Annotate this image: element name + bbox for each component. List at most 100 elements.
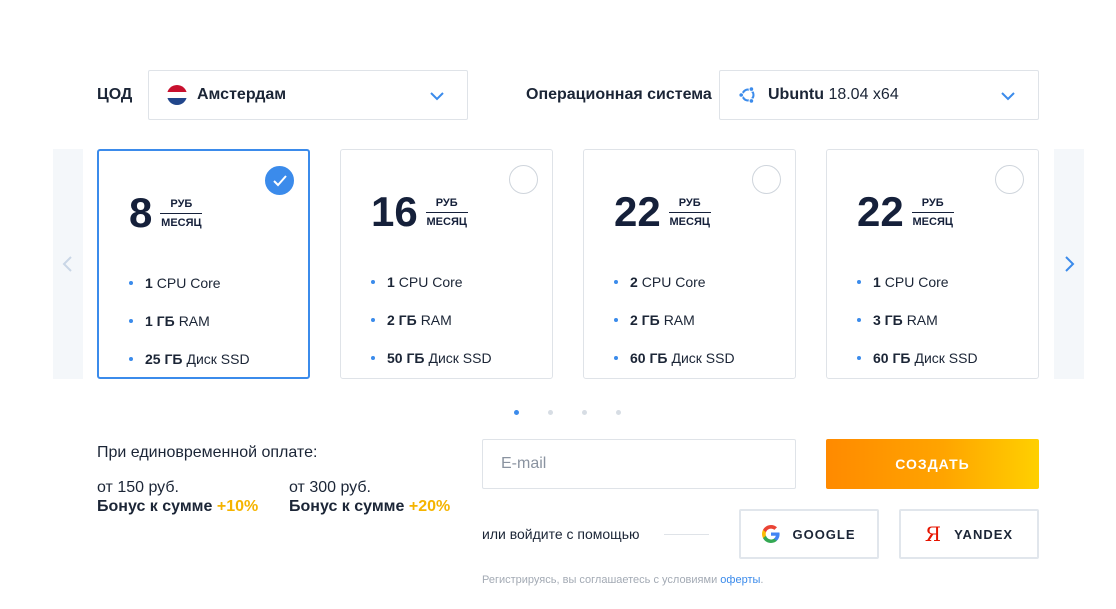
chevron-right-icon[interactable] xyxy=(1061,255,1077,273)
chevron-down-icon xyxy=(430,92,444,101)
terms-link[interactable]: оферты xyxy=(720,574,761,586)
bullet-icon xyxy=(857,318,861,322)
pagination-dot[interactable] xyxy=(548,410,553,415)
spec-item: 1 ГБ RAM xyxy=(129,302,250,340)
plan-card[interactable]: 22 РУБ МЕСЯЦ 1 CPU Core 3 ГБ RAM 60 ГБ Диск SSD xyxy=(826,149,1039,379)
bonus-tier: от 150 руб. Бонус к сумме +10% xyxy=(97,478,258,516)
bullet-icon xyxy=(371,280,375,284)
plan-card[interactable]: 8 РУБ МЕСЯЦ 1 CPU Core 1 ГБ RAM 25 ГБ Диск SSD xyxy=(97,149,310,379)
plan-price: 16 РУБ МЕСЯЦ xyxy=(371,188,468,236)
bullet-icon xyxy=(129,357,133,361)
bonus-threshold: от 150 руб. xyxy=(97,479,179,496)
spec-item: 2 ГБ RAM xyxy=(614,301,735,339)
plan-specs: 1 CPU Core 3 ГБ RAM 60 ГБ Диск SSD xyxy=(857,263,978,377)
pagination-dot[interactable] xyxy=(616,410,621,415)
spec-value: 2 ГБ xyxy=(387,312,417,328)
bullet-icon xyxy=(857,280,861,284)
radio-checked-icon[interactable] xyxy=(265,166,294,195)
price-currency: РУБ xyxy=(425,196,468,213)
bullet-icon xyxy=(371,318,375,322)
bullet-icon xyxy=(614,280,618,284)
chevron-left-icon[interactable] xyxy=(60,255,76,273)
spec-item: 1 CPU Core xyxy=(129,264,250,302)
spec-label: CPU Core xyxy=(398,274,463,290)
price-unit: РУБ МЕСЯЦ xyxy=(911,196,954,229)
bullet-icon xyxy=(614,318,618,322)
spec-label: RAM xyxy=(663,312,695,328)
spec-value: 25 ГБ xyxy=(145,351,183,367)
carousel-right-strip xyxy=(1054,149,1084,379)
radio-empty-icon[interactable] xyxy=(752,165,781,194)
spec-value: 60 ГБ xyxy=(630,350,668,366)
plan-card[interactable]: 22 РУБ МЕСЯЦ 2 CPU Core 2 ГБ RAM 60 ГБ Диск SSD xyxy=(583,149,796,379)
price-unit: РУБ МЕСЯЦ xyxy=(160,197,203,230)
chevron-down-icon xyxy=(1001,92,1015,101)
social-login-label: или войдите с помощью xyxy=(482,526,640,542)
terms-label: Регистрируясь, вы соглашаетесь с условия… xyxy=(482,574,718,586)
spec-label: RAM xyxy=(178,313,210,329)
bonus-label: Бонус к сумме xyxy=(97,498,213,515)
bonus-threshold: от 300 руб. xyxy=(289,479,371,496)
bullet-icon xyxy=(857,356,861,360)
plan-specs: 2 CPU Core 2 ГБ RAM 60 ГБ Диск SSD xyxy=(614,263,735,377)
datacenter-select[interactable]: Амстердам xyxy=(148,70,468,120)
pagination-dot[interactable] xyxy=(582,410,587,415)
price-period: МЕСЯЦ xyxy=(426,215,467,228)
plan-price: 22 РУБ МЕСЯЦ xyxy=(857,188,954,236)
price-currency: РУБ xyxy=(911,196,954,213)
radio-empty-icon[interactable] xyxy=(509,165,538,194)
price-amount: 8 xyxy=(129,189,153,236)
google-login-button[interactable]: GOOGLE xyxy=(739,509,879,559)
bonus-title: При единовременной оплате: xyxy=(97,444,318,461)
divider xyxy=(664,534,709,535)
price-period: МЕСЯЦ xyxy=(161,216,202,229)
price-amount: 22 xyxy=(857,188,904,235)
pagination-dot[interactable] xyxy=(514,410,519,415)
google-label: GOOGLE xyxy=(792,526,856,542)
spec-value: 2 ГБ xyxy=(630,312,660,328)
os-label: Операционная система xyxy=(526,86,712,103)
bullet-icon xyxy=(614,356,618,360)
spec-item: 60 ГБ Диск SSD xyxy=(614,339,735,377)
price-unit: РУБ МЕСЯЦ xyxy=(668,196,711,229)
ubuntu-icon xyxy=(738,86,755,104)
spec-item: 3 ГБ RAM xyxy=(857,301,978,339)
spec-item: 1 CPU Core xyxy=(371,263,492,301)
bullet-icon xyxy=(371,356,375,360)
carousel-left-strip xyxy=(53,149,83,379)
spec-label: CPU Core xyxy=(641,274,706,290)
bonus-tier: от 300 руб. Бонус к сумме +20% xyxy=(289,478,450,516)
bonus-label: Бонус к сумме xyxy=(289,498,405,515)
spec-label: Диск SSD xyxy=(914,350,978,366)
terms-end: . xyxy=(760,574,764,586)
spec-label: RAM xyxy=(420,312,452,328)
check-icon xyxy=(273,175,287,187)
plan-card[interactable]: 16 РУБ МЕСЯЦ 1 CPU Core 2 ГБ RAM 50 ГБ Диск SSD xyxy=(340,149,553,379)
spec-value: 1 xyxy=(145,275,153,291)
price-unit: РУБ МЕСЯЦ xyxy=(425,196,468,229)
spec-item: 60 ГБ Диск SSD xyxy=(857,339,978,377)
spec-value: 3 ГБ xyxy=(873,312,903,328)
spec-value: 1 xyxy=(873,274,881,290)
spec-value: 1 xyxy=(387,274,395,290)
os-value: Ubuntu 18.04 x64 xyxy=(768,86,899,103)
spec-label: Диск SSD xyxy=(428,350,492,366)
bonus-percent: +10% xyxy=(216,498,259,515)
create-button[interactable]: СОЗДАТЬ xyxy=(826,439,1039,489)
os-select[interactable]: Ubuntu 18.04 x64 xyxy=(719,70,1039,120)
spec-label: Диск SSD xyxy=(186,351,250,367)
price-amount: 16 xyxy=(371,188,418,235)
spec-item: 1 CPU Core xyxy=(857,263,978,301)
spec-item: 25 ГБ Диск SSD xyxy=(129,340,250,378)
yandex-login-button[interactable]: Я YANDEX xyxy=(899,509,1039,559)
spec-item: 2 CPU Core xyxy=(614,263,735,301)
netherlands-flag-icon xyxy=(167,85,187,105)
plan-specs: 1 CPU Core 1 ГБ RAM 25 ГБ Диск SSD xyxy=(129,264,250,378)
google-icon xyxy=(762,525,781,543)
plan-price: 8 РУБ МЕСЯЦ xyxy=(129,189,203,237)
email-input[interactable] xyxy=(482,439,796,489)
radio-empty-icon[interactable] xyxy=(995,165,1024,194)
yandex-icon: Я xyxy=(924,522,943,546)
spec-label: CPU Core xyxy=(156,275,221,291)
spec-value: 1 ГБ xyxy=(145,313,175,329)
